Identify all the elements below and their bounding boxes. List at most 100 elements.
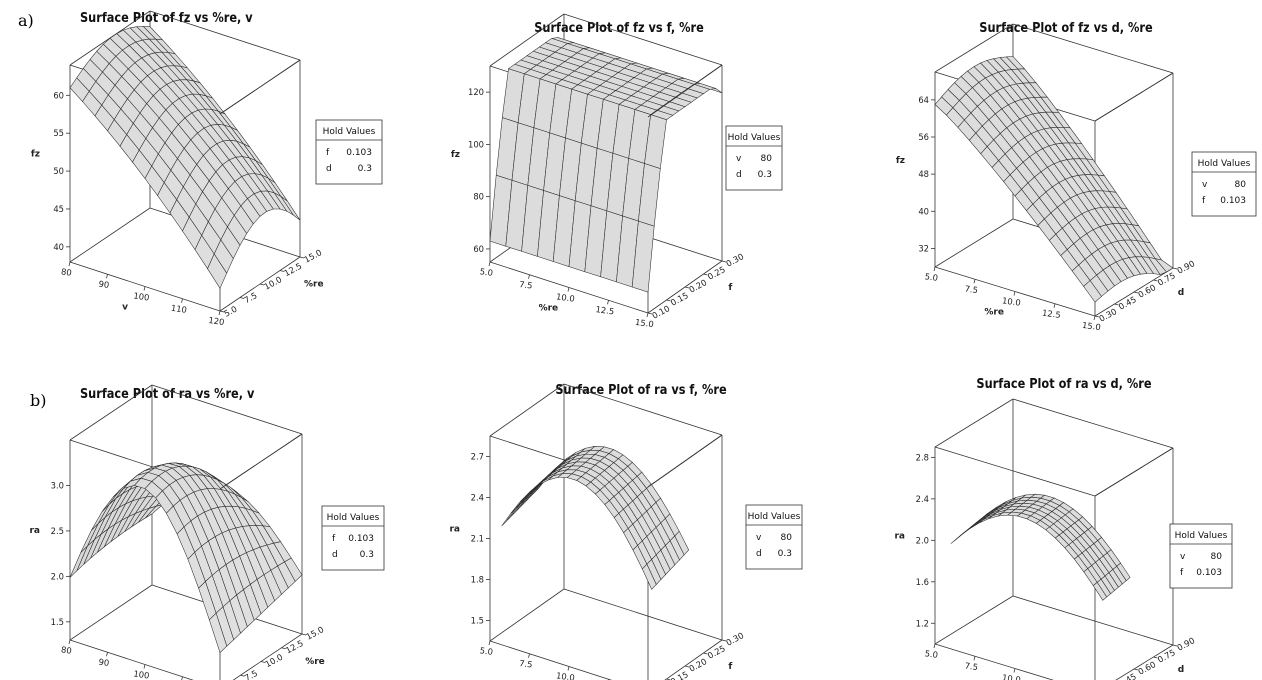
y-tick-mark	[684, 286, 690, 289]
surface-chart-4: Surface Plot of ra vs %re, v 1.5 2.0 2.5 3.0…	[29, 384, 385, 680]
x-tick-mark	[181, 676, 183, 680]
z-tick-label: 60	[53, 90, 64, 100]
y-tick-label: 0.60	[1136, 659, 1157, 677]
x-tick-label: 15.0	[1081, 320, 1101, 332]
hold-values-frame	[1169, 523, 1233, 589]
z-tick-label: 45	[53, 204, 64, 214]
box-edge	[934, 595, 1014, 645]
y-tick-label: 0.15	[669, 669, 690, 680]
y-tick-label: 10.0	[262, 274, 283, 292]
z-tick-label: 2.1	[471, 534, 484, 544]
hold-values-frame	[1191, 151, 1257, 217]
y-tick-mark	[684, 665, 690, 668]
x-tick-label: 7.5	[519, 658, 534, 670]
x-tick-label: 12.5	[595, 304, 615, 316]
hold-values-box: Hold Values f 0.103 d 0.3	[315, 119, 383, 185]
hold-var-value: 0.3	[358, 164, 372, 174]
z-tick-label: 60	[473, 244, 484, 254]
x-tick-mark	[488, 640, 491, 646]
x-tick-mark	[567, 287, 570, 292]
y-tick-label: 7.5	[243, 668, 259, 680]
hold-values-frame	[315, 119, 383, 185]
y-tick-label: 0.45	[1117, 671, 1138, 680]
hold-values-frame	[725, 125, 783, 191]
x-tick-mark	[106, 652, 108, 657]
x-tick-mark	[933, 266, 936, 272]
z-tick-label: 2.0	[916, 535, 929, 545]
y-tick-label: 0.30	[1097, 306, 1118, 324]
box-edge	[934, 398, 1014, 448]
x-tick-mark	[218, 310, 221, 316]
z-tick-label: 100	[468, 139, 484, 149]
box-edge	[934, 23, 1014, 73]
x-tick-mark	[1013, 291, 1016, 296]
surface-cell	[208, 612, 228, 654]
y-tick-label: 7.5	[242, 290, 258, 305]
x-tick-label: 5.0	[924, 271, 939, 283]
z-tick-label: 2.0	[51, 571, 64, 581]
z-axis-label: fz	[896, 156, 905, 166]
y-tick-mark	[219, 310, 225, 313]
y-tick-mark	[1094, 315, 1100, 318]
hold-var-name: f	[1202, 196, 1206, 206]
hold-var-value: 0.3	[360, 550, 374, 560]
hold-values-title: Hold Values	[323, 127, 376, 137]
chart-title: Surface Plot of fz vs %re, v	[80, 10, 253, 25]
surface-chart-6: Surface Plot of ra vs d, %re 1.2 1.6 2.0 2.4…	[894, 376, 1233, 680]
x-tick-label: 7.5	[519, 279, 534, 291]
z-tick-label: 50	[53, 166, 64, 176]
row-label-a: a)	[18, 11, 34, 30]
x-tick-label: 90	[98, 657, 110, 668]
hold-var-name: v	[756, 533, 762, 543]
x-tick-label: 5.0	[479, 645, 494, 657]
y-tick-mark	[281, 647, 286, 650]
box-edge	[489, 383, 565, 437]
z-axis-label: fz	[31, 150, 40, 160]
surface-mesh	[501, 446, 690, 590]
surface-mesh	[489, 37, 723, 293]
hold-var-name: v	[1202, 180, 1208, 190]
hold-var-value: 0.103	[346, 148, 372, 158]
y-tick-mark	[260, 661, 266, 663]
x-tick-label: 5.0	[924, 648, 939, 660]
y-tick-mark	[721, 639, 727, 642]
hold-var-name: f	[326, 148, 330, 158]
x-tick-label: 10.0	[555, 670, 575, 680]
hold-var-name: d	[736, 170, 742, 180]
x-tick-mark	[973, 656, 976, 661]
y-tick-label: 5.0	[222, 304, 238, 319]
z-tick-label: 48	[918, 169, 929, 179]
hold-values-box: Hold Values v 80 f 0.103	[1191, 151, 1257, 217]
hold-var-name: d	[332, 550, 338, 560]
box-edge	[69, 384, 153, 441]
hold-values-title: Hold Values	[728, 133, 781, 143]
box-edge	[1012, 398, 1174, 449]
hold-values-title: Hold Values	[1198, 159, 1251, 169]
z-tick-label: 1.6	[916, 577, 929, 587]
x-tick-mark	[488, 261, 491, 267]
box-edge	[69, 584, 153, 641]
y-tick-mark	[1133, 668, 1139, 671]
y-tick-label: 0.20	[687, 277, 708, 295]
z-axis-label: fz	[451, 150, 460, 160]
x-tick-mark	[933, 643, 936, 649]
chart-title: Surface Plot of fz vs d, %re	[979, 20, 1152, 35]
y-tick-mark	[1133, 291, 1139, 294]
z-tick-label: 56	[918, 132, 929, 142]
x-tick-label: 100	[133, 290, 150, 302]
hold-values-title: Hold Values	[327, 513, 380, 523]
hold-var-value: 0.3	[758, 170, 772, 180]
z-tick-label: 40	[918, 206, 929, 216]
chart-title: Surface Plot of ra vs %re, v	[80, 386, 254, 401]
hold-var-name: v	[1180, 552, 1186, 562]
box-edge	[219, 59, 301, 115]
x-tick-mark	[181, 298, 183, 303]
box-edge	[563, 383, 723, 436]
hold-var-value: 80	[761, 154, 773, 164]
y-tick-mark	[647, 312, 653, 315]
x-tick-mark	[528, 653, 530, 658]
hold-var-value: 80	[1235, 180, 1247, 190]
hold-var-name: d	[326, 164, 332, 174]
x-tick-mark	[143, 286, 146, 291]
